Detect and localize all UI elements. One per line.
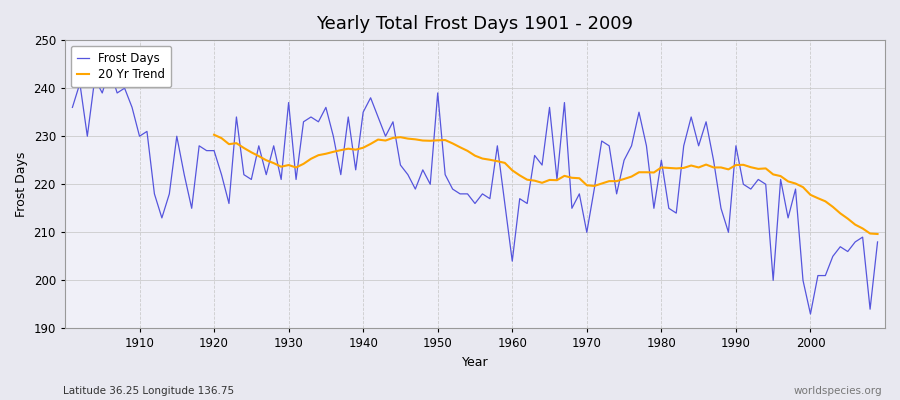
Frost Days bbox=[104, 66, 115, 71]
Text: Latitude 36.25 Longitude 136.75: Latitude 36.25 Longitude 136.75 bbox=[63, 386, 234, 396]
Frost Days bbox=[343, 114, 354, 119]
Frost Days bbox=[514, 196, 525, 201]
Text: worldspecies.org: worldspecies.org bbox=[794, 386, 882, 396]
20 Yr Trend bbox=[760, 166, 771, 171]
Frost Days bbox=[67, 105, 77, 110]
Y-axis label: Frost Days: Frost Days bbox=[15, 152, 28, 217]
20 Yr Trend bbox=[298, 162, 309, 166]
X-axis label: Year: Year bbox=[462, 356, 489, 369]
20 Yr Trend bbox=[842, 216, 853, 221]
Line: 20 Yr Trend: 20 Yr Trend bbox=[214, 135, 878, 234]
20 Yr Trend bbox=[209, 132, 220, 137]
20 Yr Trend bbox=[410, 137, 420, 142]
Title: Yearly Total Frost Days 1901 - 2009: Yearly Total Frost Days 1901 - 2009 bbox=[317, 15, 634, 33]
Frost Days bbox=[298, 119, 309, 124]
20 Yr Trend bbox=[775, 174, 786, 178]
Frost Days bbox=[134, 134, 145, 139]
Line: Frost Days: Frost Days bbox=[72, 69, 878, 314]
20 Yr Trend bbox=[872, 232, 883, 236]
Legend: Frost Days, 20 Yr Trend: Frost Days, 20 Yr Trend bbox=[71, 46, 171, 87]
20 Yr Trend bbox=[670, 166, 681, 171]
Frost Days bbox=[872, 240, 883, 244]
Frost Days bbox=[507, 259, 517, 264]
Frost Days bbox=[806, 312, 816, 316]
Frost Days bbox=[604, 144, 615, 148]
